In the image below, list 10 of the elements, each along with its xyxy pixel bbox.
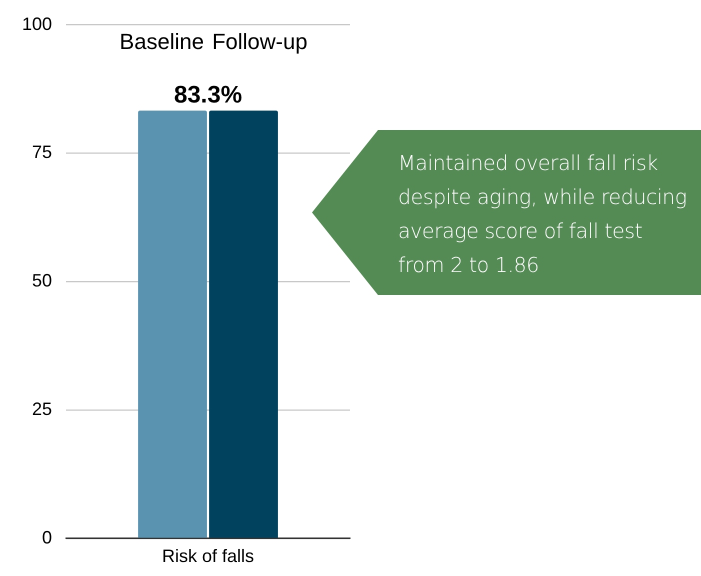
x-tick-label: Risk of falls <box>162 546 254 566</box>
y-tick-label: 100 <box>22 14 52 34</box>
text: Maintained overall fall risk despite aging, while reducing average score of fall test from 2 to 1.86 <box>398 150 688 279</box>
y-tick-label: 75 <box>32 142 52 162</box>
annotation: 83.3% <box>174 82 242 109</box>
y-tick-label: 50 <box>32 270 52 291</box>
text: Follow-up <box>212 29 308 54</box>
text: Baseline <box>120 29 204 54</box>
y-tick-label: 0 <box>42 527 52 548</box>
y-tick-label: 25 <box>32 398 52 419</box>
